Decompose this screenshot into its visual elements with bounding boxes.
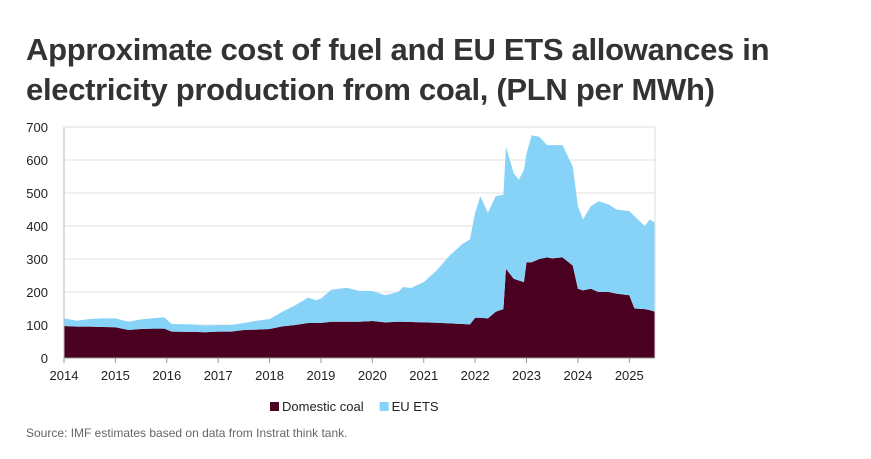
y-tick-label: 400 xyxy=(26,219,48,234)
y-tick-label: 600 xyxy=(26,153,48,168)
y-tick-label: 200 xyxy=(26,285,48,300)
y-tick-label: 100 xyxy=(26,318,48,333)
x-tick-label: 2014 xyxy=(50,368,79,383)
x-tick-label: 2021 xyxy=(409,368,438,383)
source-note: Source: IMF estimates based on data from… xyxy=(26,426,348,440)
x-tick-label: 2022 xyxy=(461,368,490,383)
legend-label: Domestic coal xyxy=(282,399,364,414)
x-tick-label: 2024 xyxy=(563,368,592,383)
chart-title: Approximate cost of fuel and EU ETS allo… xyxy=(26,32,770,107)
y-tick-label: 0 xyxy=(41,351,48,366)
y-tick-label: 300 xyxy=(26,252,48,267)
area-domestic-coal xyxy=(64,257,655,358)
y-tick-label: 500 xyxy=(26,186,48,201)
x-tick-label: 2016 xyxy=(152,368,181,383)
y-tick-label: 700 xyxy=(26,120,48,135)
legend-swatch xyxy=(379,402,389,411)
x-tick-label: 2023 xyxy=(512,368,541,383)
x-tick-label: 2018 xyxy=(255,368,284,383)
x-tick-label: 2019 xyxy=(306,368,335,383)
x-tick-label: 2015 xyxy=(101,368,130,383)
x-tick-label: 2025 xyxy=(615,368,644,383)
x-tick-label: 2017 xyxy=(204,368,233,383)
legend-label: EU ETS xyxy=(392,399,439,414)
area-eu-ets xyxy=(64,135,655,333)
legend-swatch xyxy=(270,402,279,411)
x-tick-label: 2020 xyxy=(358,368,387,383)
